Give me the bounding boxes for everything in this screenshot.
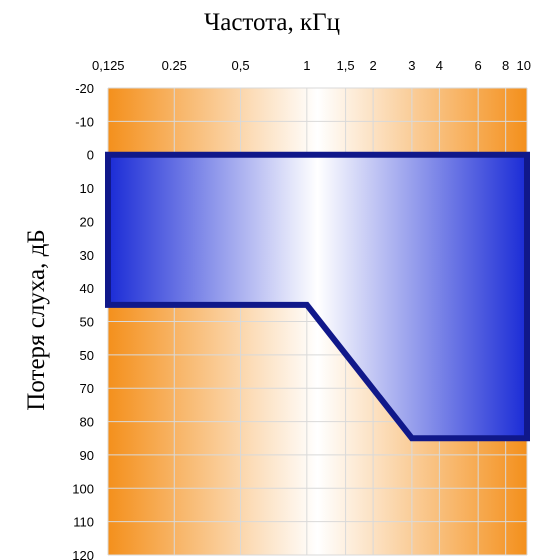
x-tick-label: 0,125	[92, 58, 125, 73]
x-tick-label: 4	[436, 58, 443, 73]
y-tick-label: 90	[80, 448, 94, 463]
x-tick-label: 0.25	[162, 58, 187, 73]
y-tick-label: 30	[80, 248, 94, 263]
y-axis-label: Потеря слуха, дБ	[23, 229, 50, 410]
x-axis-label: Частота, кГц	[204, 9, 340, 36]
x-tick-label: 6	[475, 58, 482, 73]
y-tick-label: 120	[72, 548, 94, 560]
normal-hearing-band-area	[105, 151, 530, 442]
y-tick-label: 10	[80, 181, 94, 196]
y-tick-label: 50	[80, 348, 94, 363]
y-tick-label: -20	[75, 81, 94, 96]
x-tick-label: 3	[408, 58, 415, 73]
y-tick-label: 100	[72, 481, 94, 496]
y-tick-label: 0	[87, 148, 94, 163]
x-axis-ticks: 0,125 0.25 0,5 1 1,5 2 3 4 6 8 10	[92, 58, 531, 73]
x-tick-label: 8	[502, 58, 509, 73]
y-tick-label: 110	[73, 515, 94, 530]
y-tick-label: -10	[75, 114, 94, 129]
x-tick-label: 2	[369, 58, 376, 73]
y-tick-label: 80	[80, 415, 94, 430]
y-tick-label: 50	[80, 315, 94, 330]
x-tick-label: 0,5	[232, 58, 250, 73]
x-tick-label: 1	[303, 58, 310, 73]
y-tick-label: 20	[80, 214, 94, 229]
y-tick-label: 40	[80, 281, 94, 296]
x-tick-label: 10	[517, 58, 531, 73]
y-axis-ticks: -20 -10 0 10 20 30 40 50 50 70 80 90 100 110 120	[72, 81, 94, 560]
x-tick-label: 1,5	[337, 58, 355, 73]
y-tick-label: 70	[80, 381, 94, 396]
